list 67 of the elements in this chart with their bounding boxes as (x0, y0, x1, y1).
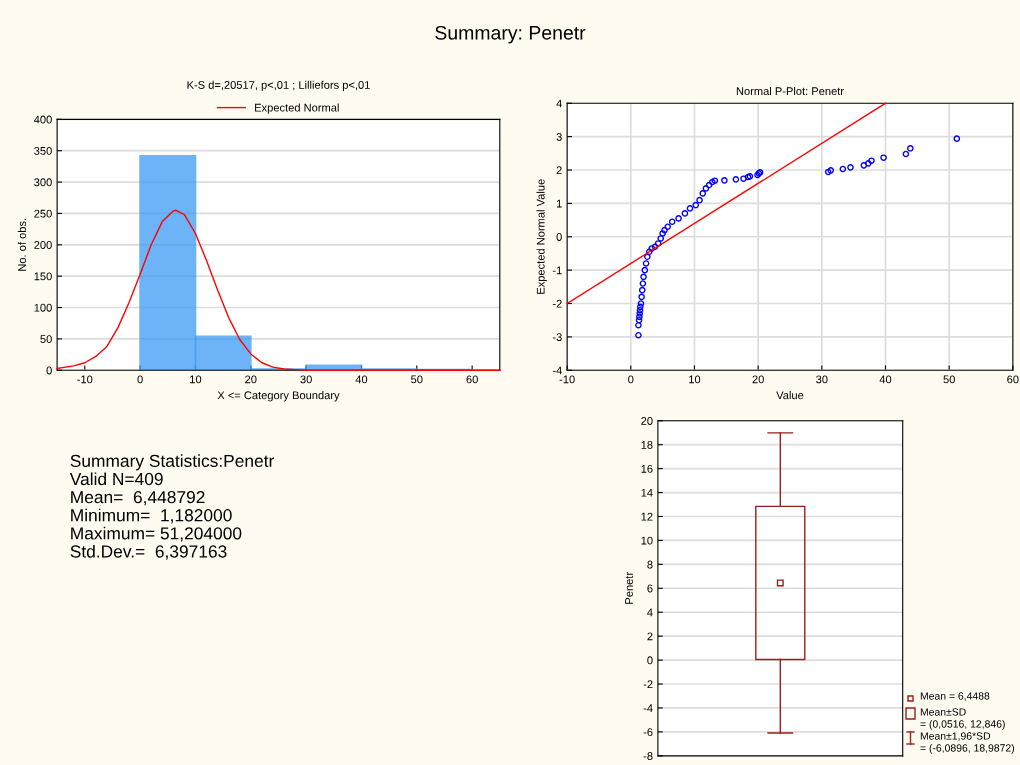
y-tick-label: 300 (34, 178, 52, 187)
y-axis-title: No. of obs. (17, 218, 26, 271)
text: Summary Statistics:Penetr (70, 454, 275, 471)
text: Valid N=409 (69, 472, 163, 486)
y-tick-label: 16 (641, 464, 653, 473)
y-tick-label: -6 (643, 728, 653, 737)
chart-title: Normal P-Plot: Penetr (736, 86, 844, 96)
x-tick-label: 20 (245, 375, 257, 384)
y-tick-label: -2 (643, 680, 653, 689)
y-axis-title: Expected Normal Value (536, 179, 547, 294)
x-tick-label: 40 (355, 375, 368, 384)
y-tick-label: 150 (34, 272, 52, 281)
y-tick-label: -8 (643, 752, 653, 760)
text: Mean = 6,4488 (920, 692, 990, 701)
text: Mean= 6,448792 (71, 490, 205, 506)
y-tick-label: -3 (552, 333, 562, 342)
text: Minimum= 1,182000 (71, 508, 232, 524)
y-tick-label: 400 (33, 115, 52, 124)
y-tick-label: 18 (641, 440, 653, 449)
y-tick-label: 0 (46, 366, 52, 375)
text: Maximum= 51,204000 (71, 526, 242, 542)
y-tick-label: 6 (647, 584, 653, 593)
y-tick-label: -1 (552, 266, 562, 275)
y-tick-label: 10 (641, 536, 653, 545)
x-axis-title: Value (776, 391, 804, 400)
y-tick-label: 0 (556, 233, 562, 241)
y-tick-label: 4 (556, 99, 562, 108)
chart-title: K-S d=,20517, p<,01 ; Lilliefors p<,01 (187, 80, 370, 92)
x-tick-label: -10 (77, 375, 93, 384)
x-tick-label: 0 (137, 375, 143, 384)
y-tick-label: 3 (556, 132, 562, 141)
y-tick-label: 14 (641, 488, 653, 497)
x-tick-label: 30 (816, 375, 828, 384)
text: Summary: Penetr (435, 25, 586, 44)
x-tick-label: 50 (943, 375, 955, 384)
y-tick-label: -4 (552, 366, 562, 375)
text: Std.Dev.= 6,397163 (70, 544, 227, 560)
y-tick-label: 50 (40, 335, 52, 344)
x-axis-title: X <= Category Boundary (217, 391, 340, 402)
x-tick-label: 10 (689, 375, 701, 384)
x-tick-label: 50 (411, 375, 423, 384)
y-tick-label: 1 (556, 199, 562, 208)
y-tick-label: 250 (34, 209, 52, 218)
y-tick-label: 200 (34, 241, 52, 249)
y-tick-label: -2 (552, 299, 562, 308)
legend-label: Expected Normal (255, 103, 339, 114)
x-tick-label: 10 (190, 375, 202, 384)
x-tick-label: -10 (559, 375, 575, 384)
y-tick-label: 4 (647, 608, 653, 617)
y-tick-label: 100 (34, 303, 52, 312)
y-tick-label: 2 (647, 632, 653, 641)
y-tick-label: 0 (647, 656, 653, 665)
y-tick-label: 350 (34, 146, 52, 155)
y-tick-label: 20 (641, 417, 653, 425)
y-axis-title: Penetr (625, 572, 633, 604)
text: Mean±1,96*SD = (-6,0896, 18,9872) (920, 732, 1015, 754)
text: Mean±SD = (0,0516, 12,846) (920, 708, 1005, 730)
x-tick-label: 30 (300, 375, 312, 384)
y-tick-label: 8 (647, 560, 653, 569)
x-tick-label: 0 (628, 375, 634, 384)
y-tick-label: -4 (643, 704, 653, 712)
x-tick-label: 60 (1007, 375, 1019, 384)
x-tick-label: 40 (879, 375, 892, 384)
x-tick-label: 60 (466, 375, 478, 384)
y-tick-label: 2 (556, 166, 562, 175)
y-tick-label: 12 (641, 512, 653, 521)
x-tick-label: 20 (752, 375, 764, 384)
